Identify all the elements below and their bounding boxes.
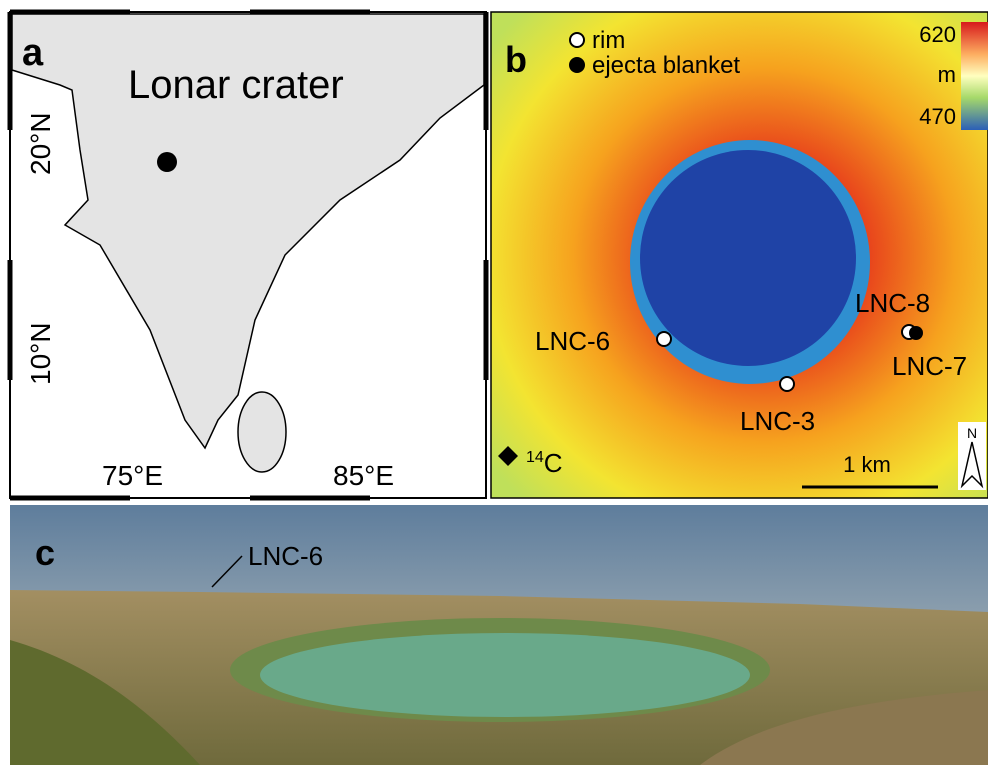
sample-label: LNC-8 <box>855 288 930 318</box>
sample-label: LNC-3 <box>740 406 815 436</box>
lon-label: 75°E <box>102 460 163 491</box>
legend-rim <box>570 33 584 47</box>
legend-label: ejecta blanket <box>592 52 740 79</box>
lat-label: 20°N <box>25 112 56 175</box>
sample-rim <box>657 332 671 346</box>
photo-lake <box>260 633 750 717</box>
crater-location <box>157 152 177 172</box>
annotation: LNC-6 <box>248 541 323 571</box>
sample-label: LNC-6 <box>535 326 610 356</box>
crater-floor <box>640 150 856 366</box>
sample-label: LNC-7 <box>892 351 967 381</box>
lat-label: 10°N <box>25 322 56 385</box>
colorbar-label: 620 <box>919 22 956 47</box>
north-label: N <box>967 425 977 441</box>
sample-ejecta <box>909 326 923 340</box>
figure: a Lonar crater 20°N 10°N 75°E 85°E b rim… <box>0 0 988 765</box>
panel-a: a Lonar crater 20°N 10°N 75°E 85°E <box>10 12 486 498</box>
panel-letter: b <box>505 39 527 80</box>
lon-label: 85°E <box>333 460 394 491</box>
colorbar-label: 470 <box>919 104 956 129</box>
sri-lanka <box>238 392 286 472</box>
panel-b: b rim ejecta blanket 620 m 470 LNC-8 LNC… <box>491 12 988 498</box>
panel-letter: c <box>35 532 55 573</box>
panel-letter: a <box>22 32 44 74</box>
sample-rim <box>780 377 794 391</box>
colorbar-unit: m <box>938 62 956 87</box>
dating-text: C <box>544 448 563 478</box>
legend-label: rim <box>592 27 625 54</box>
scale-label: 1 km <box>843 452 891 477</box>
colorbar <box>961 22 988 130</box>
panel-c: c LNC-6 <box>10 505 988 765</box>
map-title: Lonar crater <box>128 63 344 107</box>
superscript: 14 <box>526 449 544 466</box>
legend-ejecta <box>569 57 585 73</box>
